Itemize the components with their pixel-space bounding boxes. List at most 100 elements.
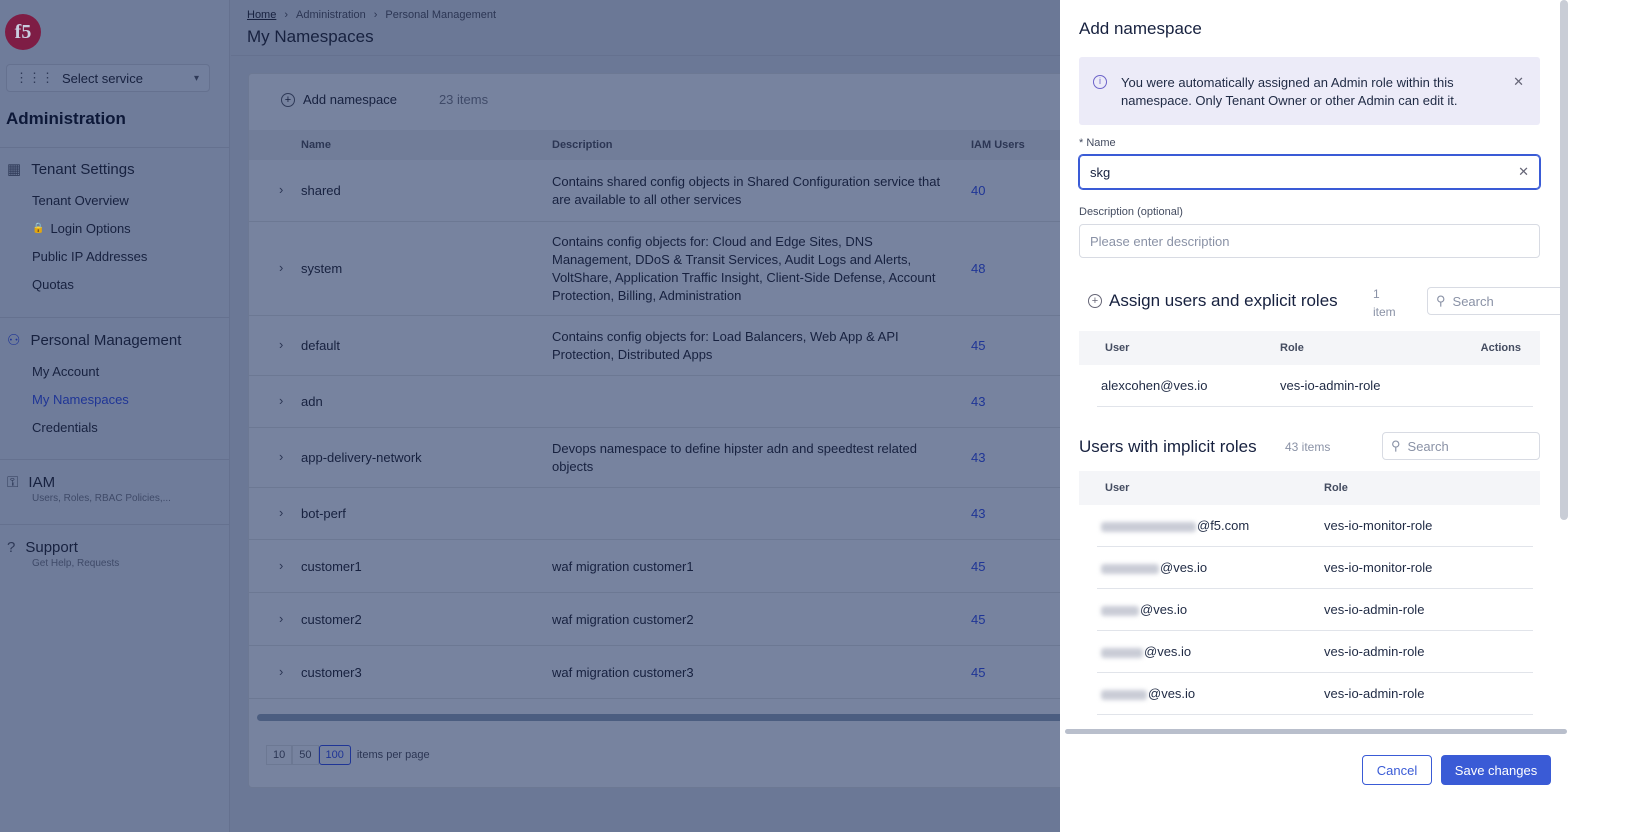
iam-users-link[interactable]: 43 [971, 394, 986, 409]
iam-users-link[interactable]: 43 [971, 506, 986, 521]
table-header: Name Description IAM Users [249, 130, 1147, 160]
namespace-name: shared [301, 183, 341, 198]
table-row[interactable]: › bot-perf 43 [249, 488, 1147, 540]
namespace-description: Contains shared config objects in Shared… [552, 174, 941, 207]
name-label: * Name [1079, 137, 1116, 149]
page-size-10[interactable]: 10 [266, 745, 293, 765]
namespace-name: default [301, 338, 341, 353]
namespace-name: bot-perf [301, 506, 346, 521]
implicit-search-input[interactable]: ⚲ Search [1382, 432, 1540, 460]
search-icon: ⚲ [1436, 293, 1446, 308]
search-placeholder: Search [1452, 293, 1494, 309]
expand-chevron-icon[interactable]: › [279, 182, 284, 197]
sidebar-item-credentials[interactable]: Credentials [32, 419, 98, 435]
page-size-50[interactable]: 50 [292, 745, 319, 765]
role-cell: ves-io-monitor-role [1324, 518, 1433, 533]
explicit-count: 1 item [1373, 287, 1396, 319]
info-text: You were automatically assigned an Admin… [1121, 75, 1458, 108]
iam-users-link[interactable]: 45 [971, 558, 986, 574]
explicit-table-header: User Role Actions [1079, 331, 1540, 365]
add-namespace-label: Add namespace [303, 92, 397, 107]
section-label: Support [25, 539, 78, 556]
search-placeholder: Search [1407, 438, 1449, 454]
sidebar-item-tenant-settings[interactable]: ▦ Tenant Settings [0, 160, 230, 179]
iam-users-link[interactable]: 48 [971, 261, 986, 276]
table-row[interactable]: › customer1 waf migration customer1 45 [249, 540, 1147, 593]
section-personal-management: ⚇ Personal Management My Account My Names… [0, 317, 230, 459]
sidebar-item-quotas[interactable]: Quotas [32, 276, 74, 292]
sidebar-item-iam[interactable]: ⚿ IAM Users, Roles, RBAC Policies,... [0, 459, 230, 524]
cancel-button[interactable]: Cancel [1362, 755, 1432, 785]
name-value: skg [1090, 164, 1111, 180]
service-select-label: Select service [62, 70, 143, 86]
breadcrumb-administration: Administration [296, 9, 366, 21]
role-cell: ves-io-monitor-role [1324, 560, 1433, 575]
assign-users-label: Assign users and explicit roles [1109, 291, 1338, 310]
item-count: 23 items [438, 92, 489, 107]
column-name[interactable]: Name [301, 139, 331, 151]
expand-chevron-icon[interactable]: › [279, 610, 284, 626]
sidebar-item-support[interactable]: ? Support Get Help, Requests [0, 524, 230, 594]
section-label: IAM [28, 474, 56, 491]
breadcrumb-personal-management: Personal Management [385, 9, 497, 21]
user-domain: @ves.io [1140, 602, 1188, 617]
horizontal-scrollbar[interactable] [1065, 729, 1567, 734]
name-input[interactable]: skg ✕ [1079, 155, 1540, 189]
role-cell: ves-io-admin-role [1324, 686, 1425, 701]
sidebar-item-tenant-overview[interactable]: Tenant Overview [32, 192, 129, 208]
expand-chevron-icon[interactable]: › [279, 449, 284, 464]
expand-chevron-icon[interactable]: › [279, 260, 284, 275]
explicit-search-input[interactable]: ⚲ Search [1427, 287, 1567, 315]
expand-chevron-icon[interactable]: › [279, 505, 284, 520]
table-row: @f5.com ves-io-monitor-role [1097, 505, 1533, 547]
role-cell: ves-io-admin-role [1324, 602, 1425, 617]
iam-users-link[interactable]: 45 [971, 611, 986, 627]
iam-users-link[interactable]: 43 [971, 450, 986, 465]
table-row[interactable]: › customer2 waf migration customer2 45 [249, 593, 1147, 646]
chevron-right-icon: › [373, 9, 378, 21]
iam-users-link[interactable]: 45 [971, 338, 986, 353]
column-iam-users[interactable]: IAM Users [971, 139, 1025, 151]
table-row[interactable]: › default Contains config objects for: Loa… [249, 316, 1147, 376]
iam-users-link[interactable]: 45 [971, 664, 986, 680]
sidebar-item-login-options[interactable]: 🔒 Login Options [0, 214, 230, 242]
redacted-username [1101, 689, 1147, 700]
close-icon[interactable]: ✕ [1513, 74, 1524, 89]
role-cell: ves-io-admin-role [1324, 644, 1425, 659]
horizontal-scrollbar[interactable] [257, 714, 1147, 721]
expand-chevron-icon[interactable]: › [279, 393, 284, 408]
sidebar-item-my-account[interactable]: My Account [32, 363, 100, 379]
column-role: Role [1324, 482, 1348, 494]
namespace-description: waf migration customer3 [552, 664, 694, 680]
grid-icon: ⋮⋮⋮ [15, 70, 54, 85]
info-banner: i You were automatically assigned an Admi… [1079, 57, 1540, 125]
iam-users-link[interactable]: 40 [971, 183, 986, 198]
table-row[interactable]: › app-delivery-network Devops namespace to… [249, 428, 1147, 488]
table-row[interactable]: › customer3 waf migration customer3 45 [249, 646, 1147, 699]
vertical-scrollbar[interactable] [1560, 0, 1568, 520]
clear-icon[interactable]: ✕ [1518, 164, 1529, 179]
add-namespace-button[interactable]: + Add namespace [281, 92, 397, 107]
service-select[interactable]: ⋮⋮⋮ Select service ▾ [6, 64, 210, 92]
table-row[interactable]: › adn 43 [249, 376, 1147, 428]
user-domain: @ves.io [1160, 560, 1208, 575]
expand-chevron-icon[interactable]: › [279, 557, 284, 573]
column-description[interactable]: Description [552, 139, 613, 151]
save-changes-button[interactable]: Save changes [1441, 755, 1551, 785]
assign-users-button[interactable]: + Assign users and explicit roles [1088, 291, 1338, 311]
chevron-down-icon: ▾ [193, 72, 199, 84]
expand-chevron-icon[interactable]: › [279, 337, 284, 352]
page-size-100[interactable]: 100 [318, 745, 351, 765]
breadcrumb-home[interactable]: Home [247, 9, 277, 21]
table-row[interactable]: › system Contains config objects for: Clou… [249, 222, 1147, 316]
redacted-username [1101, 647, 1143, 658]
users-icon: ⚇ [7, 332, 21, 349]
sidebar-item-my-namespaces[interactable]: My Namespaces [32, 391, 129, 407]
description-input[interactable]: Please enter description [1079, 224, 1540, 258]
expand-chevron-icon[interactable]: › [279, 663, 284, 679]
sidebar-item-public-ip[interactable]: Public IP Addresses [32, 248, 148, 264]
section-subtitle: Users, Roles, RBAC Policies,... [32, 493, 171, 504]
f5-logo[interactable]: f5 [5, 14, 41, 50]
table-row[interactable]: › shared Contains shared config objects in… [249, 160, 1147, 222]
sidebar-item-personal-management[interactable]: ⚇ Personal Management [0, 331, 230, 350]
